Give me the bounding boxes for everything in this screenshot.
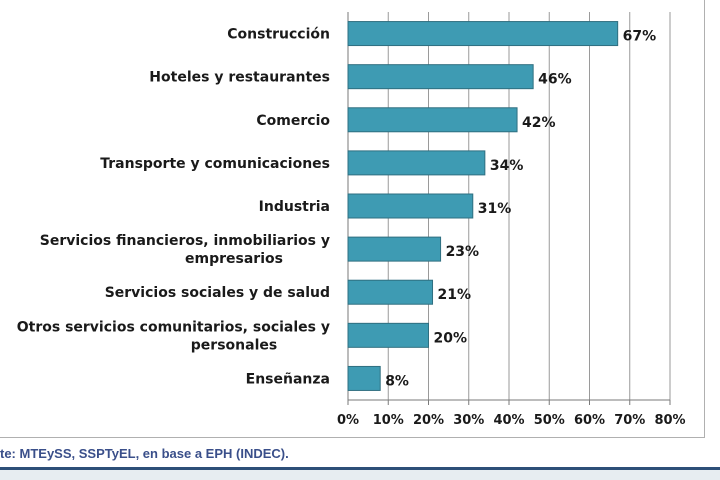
bottom-band [0,470,720,480]
category-label: Hoteles y restaurantes [149,70,330,86]
value-label: 42% [522,115,556,131]
category-label-line: personales [191,337,277,353]
x-tick-label: 80% [654,413,685,428]
value-label: 46% [538,72,572,88]
x-tick-label: 70% [614,413,645,428]
source-note: te: MTEySS, SSPTyEL, en base a EPH (INDE… [0,446,289,461]
category-label: Servicios financieros, inmobiliarios y em… [40,233,330,267]
value-label: 8% [385,373,409,389]
x-tick-label: 40% [493,413,524,428]
category-label-line: Industria [259,199,330,215]
bar [347,365,381,391]
bar [347,21,619,47]
category-label: Otros servicios comunitarios, sociales y… [17,319,330,353]
category-label-line: Transporte y comunicaciones [100,156,330,172]
x-tick-label: 60% [574,413,605,428]
bar-chart: 0% 10% 20% 30% 40% 50% 60% 70% 80% 67% Construcció… [17,12,686,428]
value-label: 20% [434,330,468,346]
bar [347,107,518,133]
category-label-line: Hoteles y restaurantes [149,70,330,86]
chart-frame: 0% 10% 20% 30% 40% 50% 60% 70% 80% 67% Construcció… [0,0,705,438]
bar [347,150,486,176]
bar [347,322,429,348]
x-tick-label: 10% [373,413,404,428]
bottom-rule [0,467,720,470]
category-label: Comercio [256,113,330,129]
x-tick-label: 0% [337,413,359,428]
value-label: 67% [623,29,657,45]
category-label: Construcción [227,27,330,43]
bar [347,64,534,90]
category-label: Industria [259,199,330,215]
x-tick-label: 50% [534,413,565,428]
category-label-line: Comercio [256,113,330,129]
value-label: 23% [446,244,480,260]
bar [347,279,434,305]
value-label: 34% [490,158,524,174]
category-label: Servicios sociales y de salud [105,285,330,301]
x-tick-label: 30% [453,413,484,428]
category-label-line: empresarios [185,251,283,267]
category-label: Transporte y comunicaciones [100,156,330,172]
value-label: 31% [478,201,512,217]
category-label-line: Enseñanza [246,371,330,387]
value-label: 21% [438,287,472,303]
bar [347,236,442,262]
category-label-line: Servicios financieros, inmobiliarios y [40,233,330,249]
category-label-line: Otros servicios comunitarios, sociales y [17,319,330,335]
category-label-line: Servicios sociales y de salud [105,285,330,301]
category-label-line: Construcción [227,27,330,43]
x-tick-label: 20% [413,413,444,428]
bar [347,193,474,219]
category-label: Enseñanza [246,371,330,387]
